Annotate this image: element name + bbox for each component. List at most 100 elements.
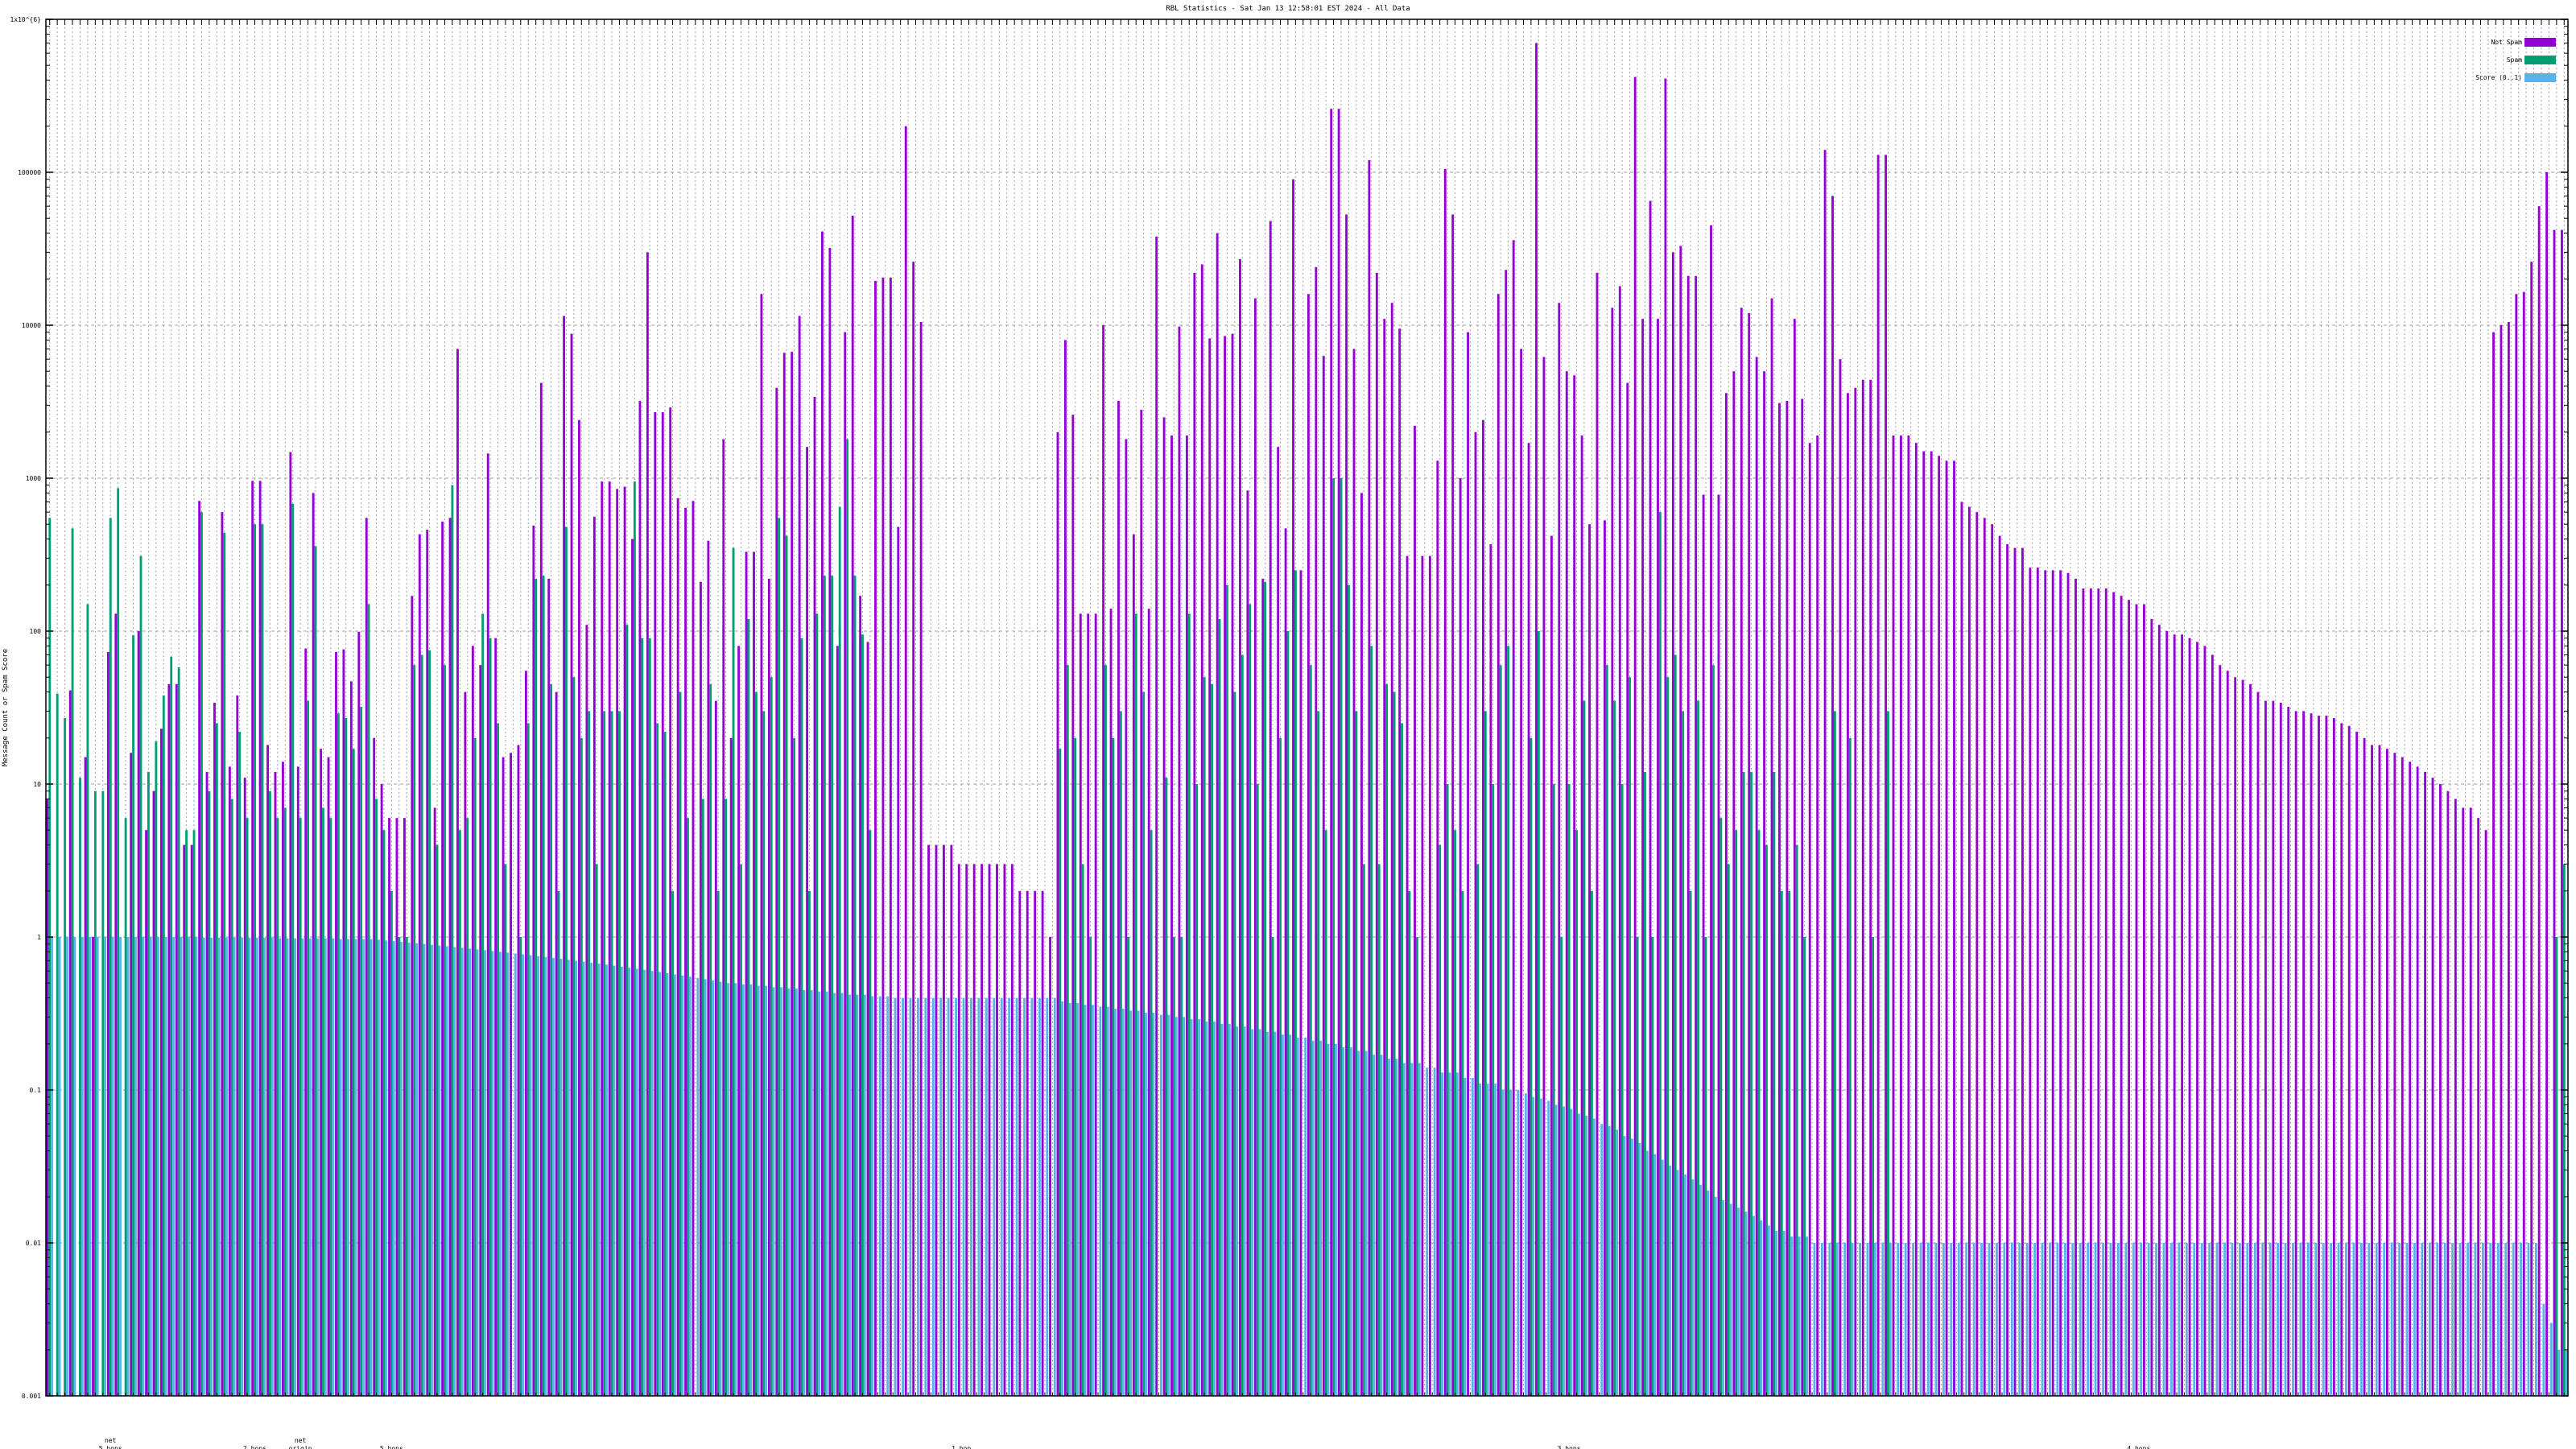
bar-not-spam — [236, 695, 239, 1396]
bar-score — [1563, 1106, 1565, 1396]
bar-not-spam — [2036, 568, 2039, 1397]
bar-not-spam — [1322, 356, 1325, 1397]
bar-score — [1190, 1019, 1193, 1396]
y-tick-label: 0.001 — [22, 1393, 41, 1400]
bar-spam — [48, 518, 52, 1397]
bar-not-spam — [1960, 502, 1963, 1396]
bar-not-spam — [1398, 328, 1402, 1396]
bar-score — [1752, 1216, 1755, 1396]
bar-not-spam — [2173, 634, 2176, 1396]
bar-score — [1441, 1072, 1443, 1396]
bar-not-spam — [2431, 778, 2434, 1396]
bar-not-spam — [1125, 439, 1128, 1396]
bar-spam — [1461, 890, 1464, 1396]
bar-not-spam — [152, 791, 155, 1396]
bar-score — [1395, 1059, 1398, 1396]
bar-spam — [413, 665, 416, 1396]
bar-score — [164, 937, 167, 1396]
bar-score — [590, 962, 593, 1396]
bar-not-spam — [2279, 703, 2282, 1396]
bar-score — [157, 937, 160, 1396]
bar-spam — [481, 613, 485, 1396]
bar-not-spam — [821, 231, 824, 1397]
bar-score — [1076, 1003, 1080, 1396]
bar-not-spam — [950, 844, 953, 1396]
bar-score — [1995, 1243, 1998, 1396]
legend-label: Not Spam — [2491, 39, 2522, 46]
bar-score — [1798, 1236, 1801, 1396]
bar-score — [195, 937, 198, 1396]
bar-spam — [79, 778, 81, 1396]
bar-score — [506, 952, 510, 1396]
bar-not-spam — [2340, 723, 2343, 1396]
bar-score — [1699, 1184, 1702, 1396]
bar-score — [2231, 1243, 2234, 1396]
bar-not-spam — [1885, 155, 1888, 1396]
bar-score — [658, 972, 661, 1396]
bar-spam — [1264, 581, 1267, 1396]
bar-spam — [1439, 844, 1442, 1396]
bar-not-spam — [2128, 600, 2131, 1396]
bar-score — [1448, 1072, 1451, 1396]
bar-score — [727, 983, 729, 1396]
bar-not-spam — [2089, 588, 2092, 1396]
bar-spam — [1362, 864, 1365, 1396]
bar-score — [1714, 1196, 1717, 1396]
bar-spam — [1476, 864, 1480, 1396]
bar-spam — [1567, 784, 1571, 1396]
bar-score — [460, 947, 464, 1396]
bar-not-spam — [2416, 766, 2419, 1396]
bar-not-spam — [2537, 206, 2541, 1397]
bar-score — [2512, 1243, 2515, 1396]
bar-score — [712, 980, 715, 1396]
bar-not-spam — [365, 518, 368, 1397]
bar-not-spam — [791, 352, 794, 1396]
bar-not-spam — [1010, 864, 1013, 1396]
bar-not-spam — [2401, 757, 2404, 1396]
bar-score — [810, 989, 813, 1396]
bar-score — [2246, 1243, 2249, 1396]
bar-score — [1980, 1243, 1983, 1396]
bar-not-spam — [760, 294, 763, 1397]
bar-not-spam — [1983, 518, 1986, 1397]
bar-score — [2277, 1243, 2280, 1396]
bar-not-spam — [1930, 451, 1933, 1396]
bar-score — [1433, 1067, 1436, 1396]
bar-score — [119, 937, 122, 1396]
bar-not-spam — [2363, 737, 2366, 1396]
bar-score — [681, 975, 684, 1396]
bar-score — [309, 938, 312, 1396]
bar-score — [2208, 1243, 2211, 1396]
bar-spam — [1348, 584, 1350, 1396]
bar-score — [1859, 1243, 1861, 1396]
bar-score — [2383, 1243, 2386, 1396]
bar-score — [1258, 1029, 1261, 1396]
bar-not-spam — [2294, 711, 2297, 1396]
bar-score — [1008, 997, 1011, 1396]
bar-not-spam — [2059, 570, 2062, 1397]
bar-score — [126, 937, 130, 1396]
legend-swatch — [2524, 56, 2556, 64]
bar-not-spam — [1527, 443, 1530, 1396]
bar-spam — [155, 741, 158, 1396]
bar-not-spam — [1892, 436, 1895, 1396]
bar-score — [80, 937, 84, 1396]
bar-score — [111, 937, 114, 1396]
bar-score — [2223, 1243, 2226, 1396]
bar-not-spam — [707, 540, 710, 1396]
bar-score — [1319, 1040, 1322, 1396]
bar-not-spam — [714, 700, 717, 1396]
bar-score — [2330, 1243, 2333, 1396]
bar-not-spam — [1816, 436, 1819, 1396]
bar-not-spam — [2355, 731, 2359, 1396]
bar-spam — [1887, 711, 1889, 1396]
bar-not-spam — [2454, 799, 2457, 1396]
bar-score — [2451, 1243, 2454, 1396]
bar-not-spam — [395, 818, 398, 1396]
bar-score — [2489, 1243, 2492, 1396]
bar-score — [415, 943, 419, 1396]
bar-score — [1061, 1001, 1064, 1396]
bar-score — [2018, 1243, 2021, 1396]
bar-not-spam — [1657, 319, 1659, 1396]
bar-not-spam — [1542, 357, 1546, 1397]
